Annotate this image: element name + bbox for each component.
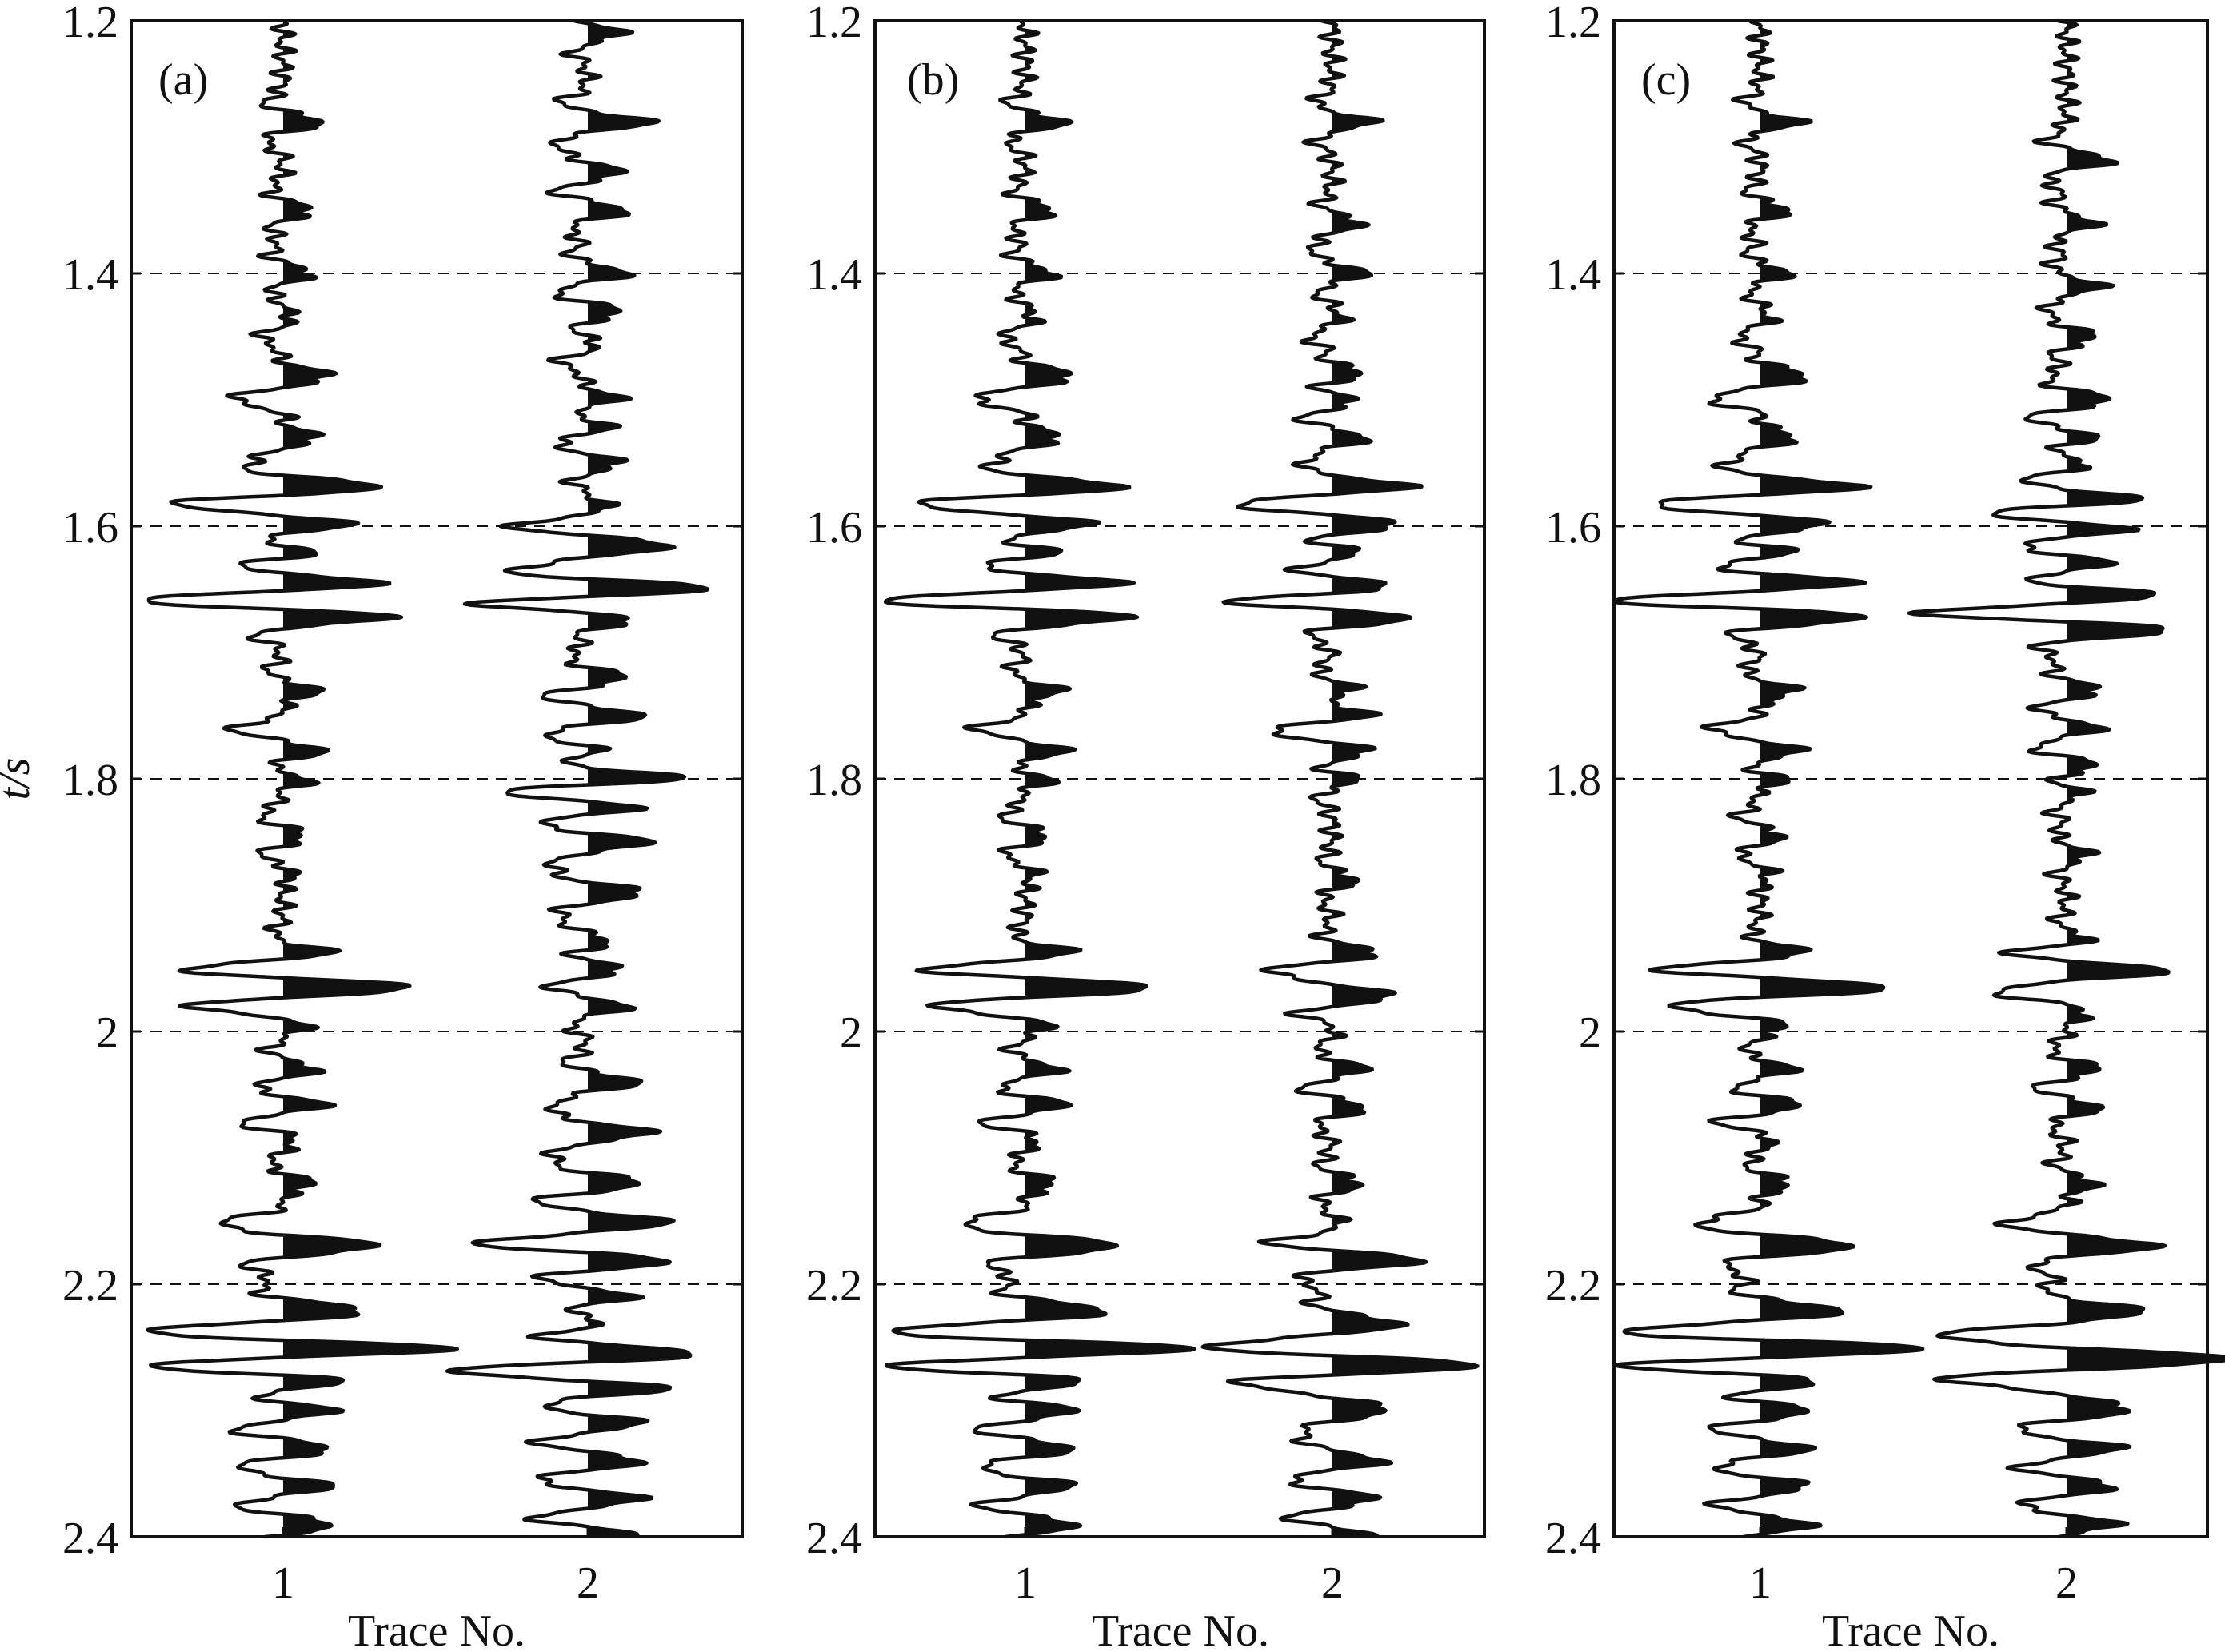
panel-c-ytick: 1.8 xyxy=(1545,756,1601,805)
panel-c-trace-2 xyxy=(1907,18,2225,1539)
panel-b: (b) 1.2 1.4 1.6 1.8 2 2.2 2.4 1 2 Trace … xyxy=(806,0,1486,1652)
panel-a-ytick: 2 xyxy=(96,1008,118,1058)
panel-b-ytick: 1.2 xyxy=(806,0,862,47)
panel-a-ytick: 1.2 xyxy=(62,0,118,47)
panel-a-trace-1-fill xyxy=(283,21,457,1537)
panel-b-trace-2 xyxy=(1200,18,1480,1538)
panel-b-trace-1-fill xyxy=(1025,21,1195,1537)
panel-b-xlabel: Trace No. xyxy=(1092,1606,1269,1652)
panel-c-xlabel: Trace No. xyxy=(1822,1606,1999,1652)
panel-a-ytick: 1.6 xyxy=(62,503,118,553)
panel-b-xtick: 2 xyxy=(1321,1558,1344,1608)
panel-c-xtick: 1 xyxy=(1749,1558,1772,1608)
panel-c-ytick: 2 xyxy=(1579,1008,1601,1058)
panel-c-xtick: 2 xyxy=(2055,1558,2078,1608)
panel-c-ytick: 1.4 xyxy=(1545,250,1601,300)
panel-a-ytick: 2.2 xyxy=(62,1261,118,1311)
panel-c-ytick: 2.4 xyxy=(1545,1514,1601,1563)
panel-b-ytick: 2 xyxy=(840,1008,862,1058)
panel-b-ytick: 1.8 xyxy=(806,756,862,805)
panel-c-trace-1-fill xyxy=(1760,21,1923,1537)
panel-a-ytick: 2.4 xyxy=(62,1514,118,1563)
panel-b-frame xyxy=(873,19,1486,1538)
panel-b-label: (b) xyxy=(907,55,959,105)
panel-c-trace-1 xyxy=(1612,20,1925,1539)
panel-a: (a) 1.2 1.4 1.6 1.8 2 2.2 2.4 1 2 Trace … xyxy=(0,0,744,1652)
panel-a-ytick: 1.4 xyxy=(62,250,118,300)
panel-a-ylabel: t/s xyxy=(0,758,39,800)
panel-b-ytick: 2.2 xyxy=(806,1261,862,1311)
panel-a-xlabel: Trace No. xyxy=(348,1606,525,1652)
panel-a-xtick: 2 xyxy=(577,1558,599,1608)
panel-a-xtick: 1 xyxy=(272,1558,294,1608)
panel-a-label: (a) xyxy=(158,55,208,105)
panel-c-ytick: 2.2 xyxy=(1545,1261,1601,1311)
panel-a-trace-2 xyxy=(445,18,710,1538)
panel-c-ytick: 1.6 xyxy=(1545,503,1601,553)
panel-a-ytick: 1.8 xyxy=(62,756,118,805)
panel-c-label: (c) xyxy=(1641,55,1691,105)
panel-c-ytick: 1.2 xyxy=(1545,0,1601,47)
panel-a-trace-1 xyxy=(146,19,460,1539)
panel-c: (c) 1.2 1.4 1.6 1.8 2 2.2 2.4 1 2 Trace … xyxy=(1545,0,2225,1652)
panel-b-xtick: 1 xyxy=(1014,1558,1037,1608)
panel-b-trace-1 xyxy=(883,19,1196,1539)
panel-b-ytick: 1.6 xyxy=(806,503,862,553)
panel-b-ytick: 1.4 xyxy=(806,250,862,300)
panel-b-ytick: 2.4 xyxy=(806,1514,862,1563)
